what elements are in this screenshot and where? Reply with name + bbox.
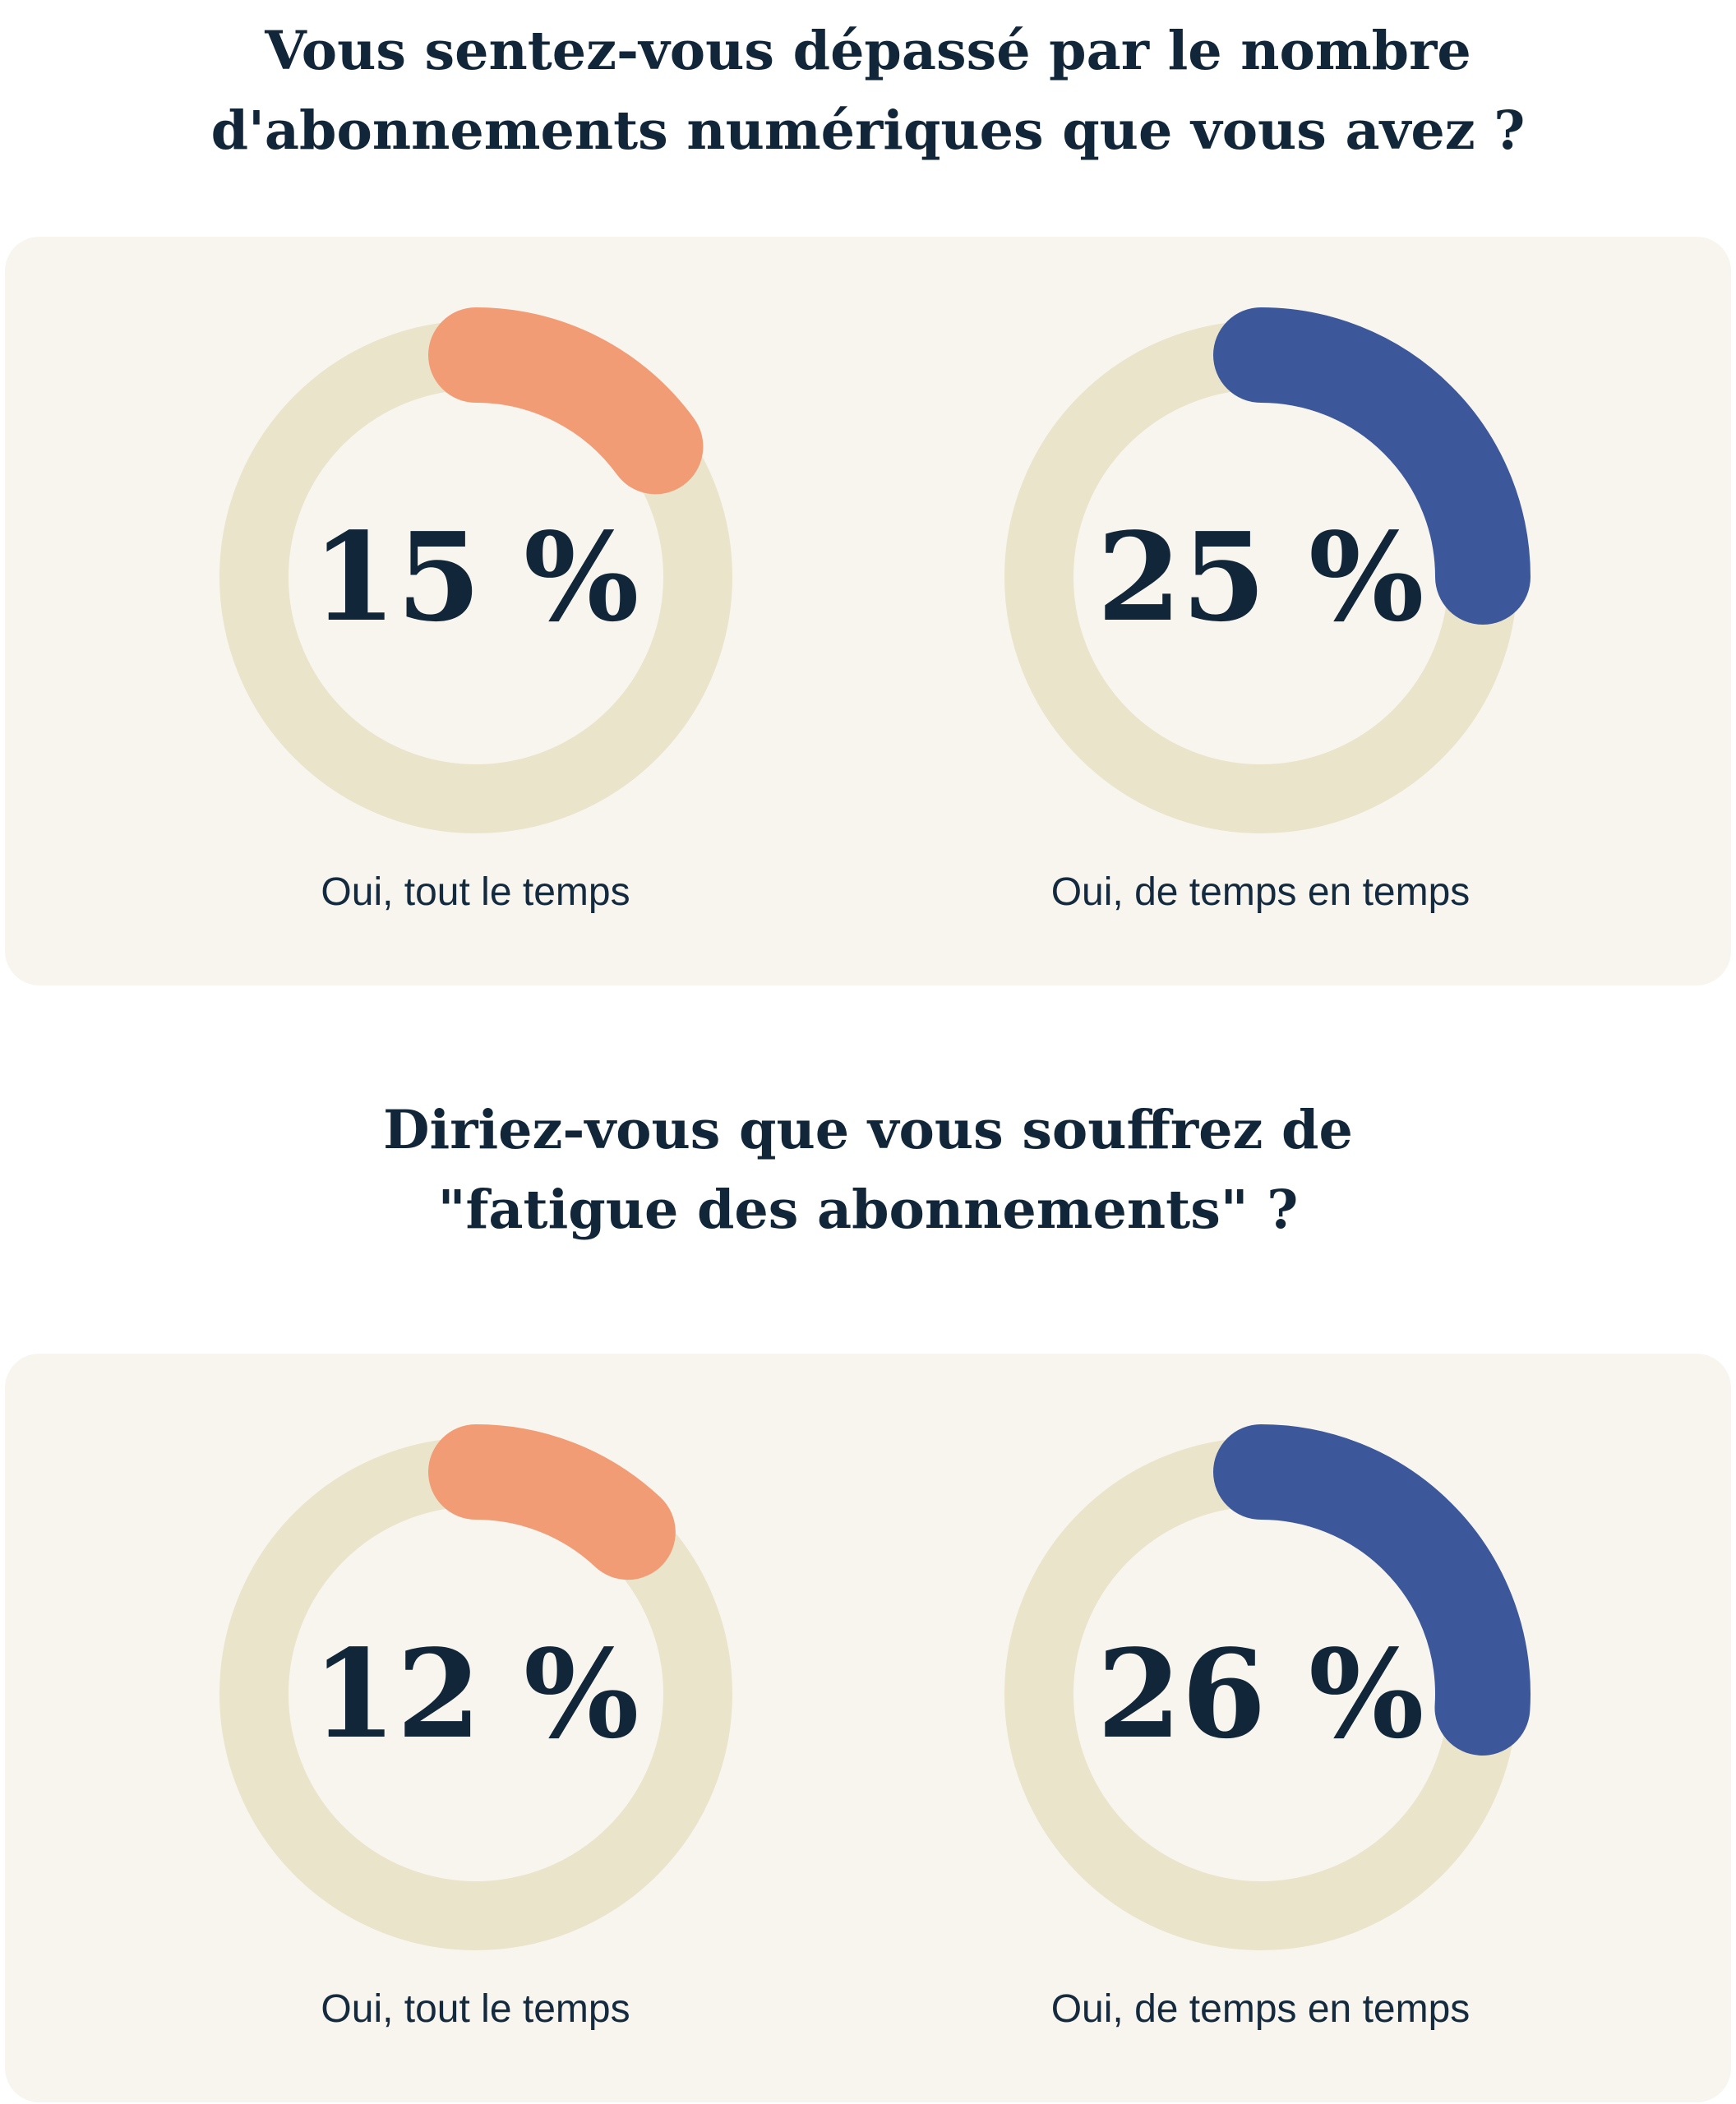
answer-label: Oui, tout le temps xyxy=(321,1987,630,2031)
donut-svg xyxy=(205,1424,746,1963)
question-title-1: Vous sentez-vous dépassé par le nombre d… xyxy=(0,0,1736,171)
answer-label: Oui, tout le temps xyxy=(321,870,630,914)
donut-arc xyxy=(205,307,746,847)
answer-card-2: 12 % Oui, tout le temps 26 % Oui, de tem… xyxy=(5,1354,1731,2102)
chart-block-q1-always: 15 % Oui, tout le temps xyxy=(205,306,747,985)
chart-block-q2-sometimes: 26 % Oui, de temps en temps xyxy=(990,1423,1532,2102)
question-title-2: Diriez-vous que vous souffrez de "fatigu… xyxy=(0,1091,1736,1250)
donut-svg xyxy=(205,307,746,847)
donut-arc xyxy=(990,307,1531,847)
donut-chart-q1-always: 15 % xyxy=(205,306,747,848)
answer-label: Oui, de temps en temps xyxy=(1050,1987,1471,2031)
question-title-2-line-2: "fatigue des abonnements" ? xyxy=(437,1179,1299,1241)
chart-block-q2-always: 12 % Oui, tout le temps xyxy=(205,1423,747,2102)
donut-arc xyxy=(205,1424,746,1963)
question-title-1-line-2: d'abonnements numériques que vous avez ? xyxy=(210,99,1526,162)
chart-block-q1-sometimes: 25 % Oui, de temps en temps xyxy=(990,306,1532,985)
donut-chart-q1-sometimes: 25 % xyxy=(990,306,1532,848)
donut-chart-q2-sometimes: 26 % xyxy=(990,1423,1532,1965)
answer-label: Oui, de temps en temps xyxy=(1050,870,1471,914)
donut-svg xyxy=(990,1424,1531,1963)
donut-svg xyxy=(990,307,1531,847)
question-title-2-line-1: Diriez-vous que vous souffrez de xyxy=(383,1099,1353,1161)
question-title-1-line-1: Vous sentez-vous dépassé par le nombre xyxy=(265,20,1471,82)
donut-arc xyxy=(990,1424,1531,1963)
answer-card-1: 15 % Oui, tout le temps 25 % Oui, de tem… xyxy=(5,237,1731,985)
donut-chart-q2-always: 12 % xyxy=(205,1423,747,1965)
